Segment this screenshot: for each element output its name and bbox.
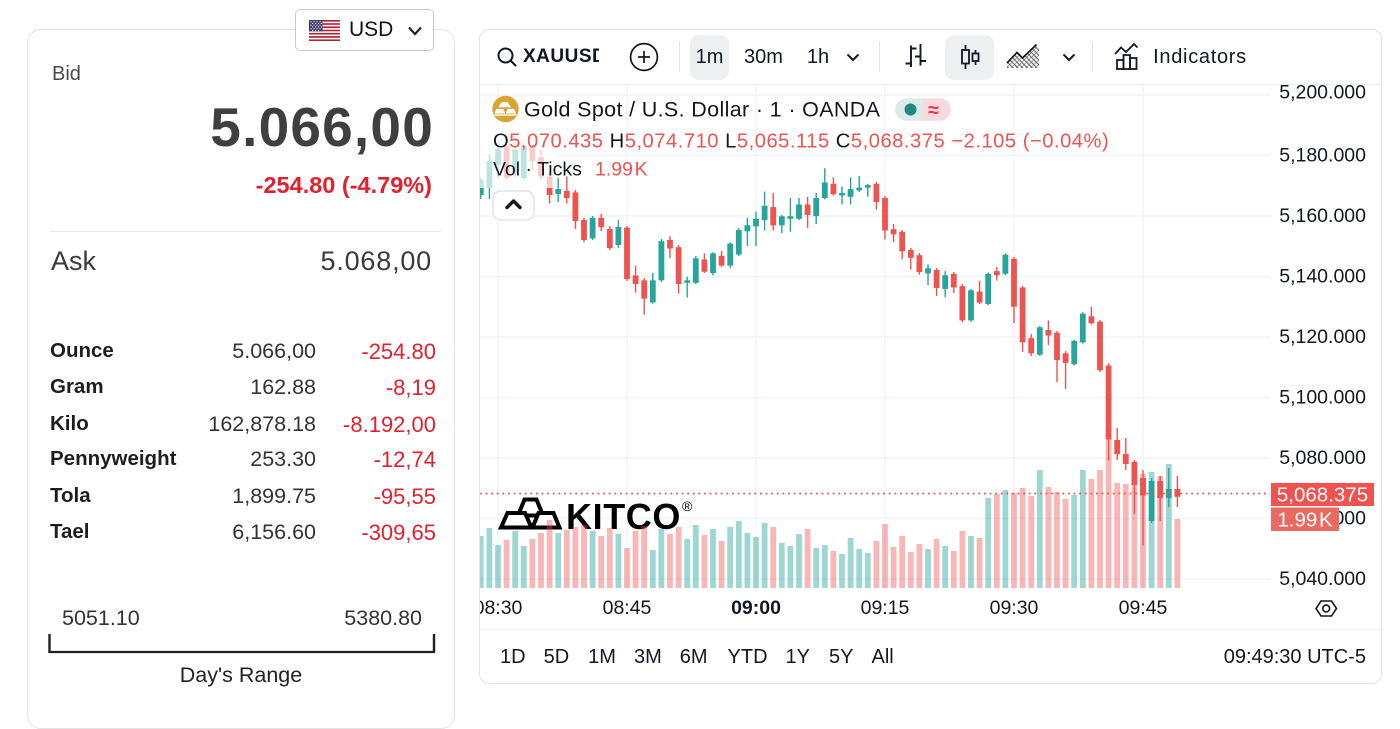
svg-text:1.99 K: 1.99 K (1277, 509, 1333, 532)
svg-text:O5,070.435 H5,074.710 L5,065.1: O5,070.435 H5,074.710 L5,065.115 C5,068.… (493, 131, 1109, 153)
svg-text:08:45: 08:45 (603, 597, 652, 619)
svg-text:1.99 K: 1.99 K (595, 159, 648, 181)
svg-text:Gold Spot / U.S. Dollar · 1 ·: Gold Spot / U.S. Dollar · 1 · OANDA (524, 98, 881, 122)
svg-text:09:00: 09:00 (731, 597, 781, 619)
svg-text:≈: ≈ (928, 100, 939, 122)
svg-text:5,200.000: 5,200.000 (1279, 85, 1366, 104)
svg-text:®: ® (682, 498, 693, 514)
svg-text:5,140.000: 5,140.000 (1279, 266, 1366, 288)
svg-text:5,080.000: 5,080.000 (1279, 447, 1366, 469)
svg-text:09:15: 09:15 (861, 597, 910, 619)
svg-text:Vol · Ticks: Vol · Ticks (493, 159, 582, 181)
svg-text:5,180.000: 5,180.000 (1279, 145, 1366, 167)
svg-text:09:30: 09:30 (990, 597, 1039, 619)
svg-text:08:30: 08:30 (480, 597, 523, 619)
svg-text:KITCO: KITCO (566, 496, 681, 537)
svg-text:5,100.000: 5,100.000 (1279, 387, 1366, 409)
svg-text:5,068.375: 5,068.375 (1277, 484, 1368, 507)
svg-text:5,160.000: 5,160.000 (1279, 205, 1366, 227)
svg-text:5,040.000: 5,040.000 (1279, 568, 1366, 590)
svg-text:5,120.000: 5,120.000 (1279, 326, 1366, 348)
svg-text:09:45: 09:45 (1119, 597, 1168, 619)
